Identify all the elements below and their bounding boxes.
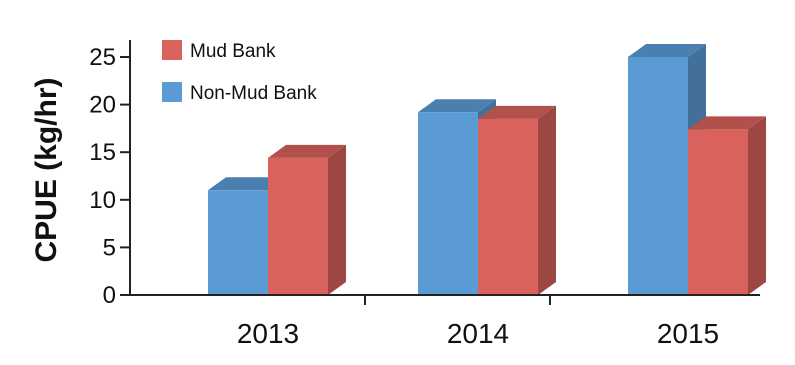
x-axis-ticks: 2013 2014 2015: [237, 295, 719, 349]
legend-swatch: [162, 82, 182, 102]
y-tick-label: 20: [89, 92, 116, 119]
bar-front-face: [418, 112, 478, 295]
y-tick-label: 5: [103, 234, 116, 261]
x-tick-label: 2015: [657, 318, 719, 349]
bar-top-face: [418, 99, 496, 113]
y-axis-title: CPUE (kg/hr): [30, 77, 63, 262]
y-tick-label: 25: [89, 44, 116, 71]
legend: Mud Bank Non-Mud Bank: [162, 40, 317, 104]
legend-swatch: [162, 40, 182, 60]
bar-side-face: [328, 144, 346, 295]
bar-top-face: [628, 44, 706, 57]
bar-front-face: [478, 118, 538, 295]
x-tick-label: 2013: [237, 318, 299, 349]
bar-side-face: [538, 105, 556, 295]
legend-label: Non-Mud Bank: [190, 83, 317, 104]
y-tick-label: 15: [89, 139, 116, 166]
bar-front-face: [268, 157, 328, 295]
axes: [129, 40, 760, 296]
bar-mud-bank-2015: [688, 116, 766, 296]
legend-label: Mud Bank: [190, 41, 276, 62]
bar-top-face: [208, 177, 286, 191]
bar-side-face: [748, 116, 766, 296]
bar-top-face: [268, 144, 346, 158]
y-axis-ticks: 0 5 10 15 20 25: [89, 44, 130, 309]
bar-mud-bank-2014: [478, 105, 556, 295]
bar-top-face: [688, 116, 766, 130]
bar-front-face: [628, 57, 688, 295]
y-tick-label: 0: [103, 282, 116, 309]
bar-top-face: [478, 105, 556, 119]
bar-front-face: [688, 129, 748, 295]
bars: [208, 44, 766, 296]
bar-mud-bank-2013: [268, 144, 346, 295]
y-tick-label: 10: [89, 187, 116, 214]
bar-front-face: [208, 190, 268, 295]
x-tick-label: 2014: [447, 318, 509, 349]
